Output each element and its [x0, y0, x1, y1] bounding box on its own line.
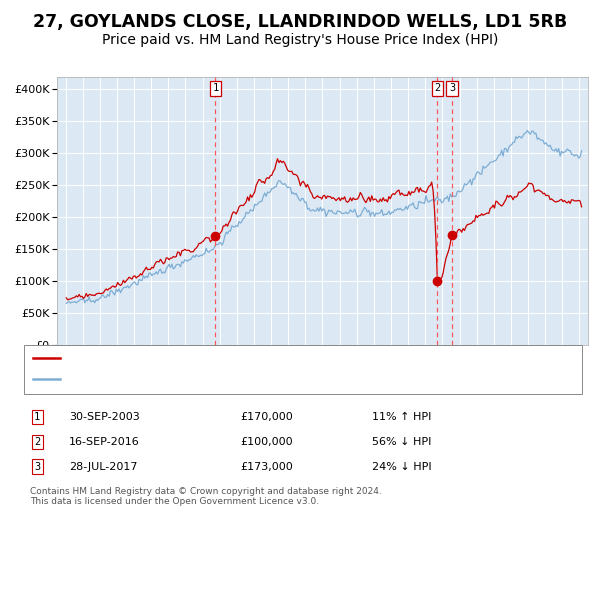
Text: 11% ↑ HPI: 11% ↑ HPI: [372, 412, 431, 422]
Text: 1: 1: [34, 412, 40, 422]
Text: £170,000: £170,000: [240, 412, 293, 422]
Text: 3: 3: [449, 83, 455, 93]
Text: HPI: Average price, detached house, Powys: HPI: Average price, detached house, Powy…: [65, 374, 276, 384]
Text: 2: 2: [434, 83, 440, 93]
Text: 24% ↓ HPI: 24% ↓ HPI: [372, 462, 431, 471]
Text: 2: 2: [34, 437, 40, 447]
Text: £173,000: £173,000: [240, 462, 293, 471]
Text: 1: 1: [212, 83, 218, 93]
Text: 16-SEP-2016: 16-SEP-2016: [69, 437, 140, 447]
Text: 27, GOYLANDS CLOSE, LLANDRINDOD WELLS, LD1 5RB (detached house): 27, GOYLANDS CLOSE, LLANDRINDOD WELLS, L…: [65, 353, 425, 363]
Text: 3: 3: [34, 462, 40, 471]
Text: Price paid vs. HM Land Registry's House Price Index (HPI): Price paid vs. HM Land Registry's House …: [102, 33, 498, 47]
Text: 56% ↓ HPI: 56% ↓ HPI: [372, 437, 431, 447]
Text: 27, GOYLANDS CLOSE, LLANDRINDOD WELLS, LD1 5RB: 27, GOYLANDS CLOSE, LLANDRINDOD WELLS, L…: [33, 13, 567, 31]
Text: 28-JUL-2017: 28-JUL-2017: [69, 462, 137, 471]
Text: £100,000: £100,000: [240, 437, 293, 447]
Text: Contains HM Land Registry data © Crown copyright and database right 2024.
This d: Contains HM Land Registry data © Crown c…: [30, 487, 382, 506]
Text: 30-SEP-2003: 30-SEP-2003: [69, 412, 140, 422]
